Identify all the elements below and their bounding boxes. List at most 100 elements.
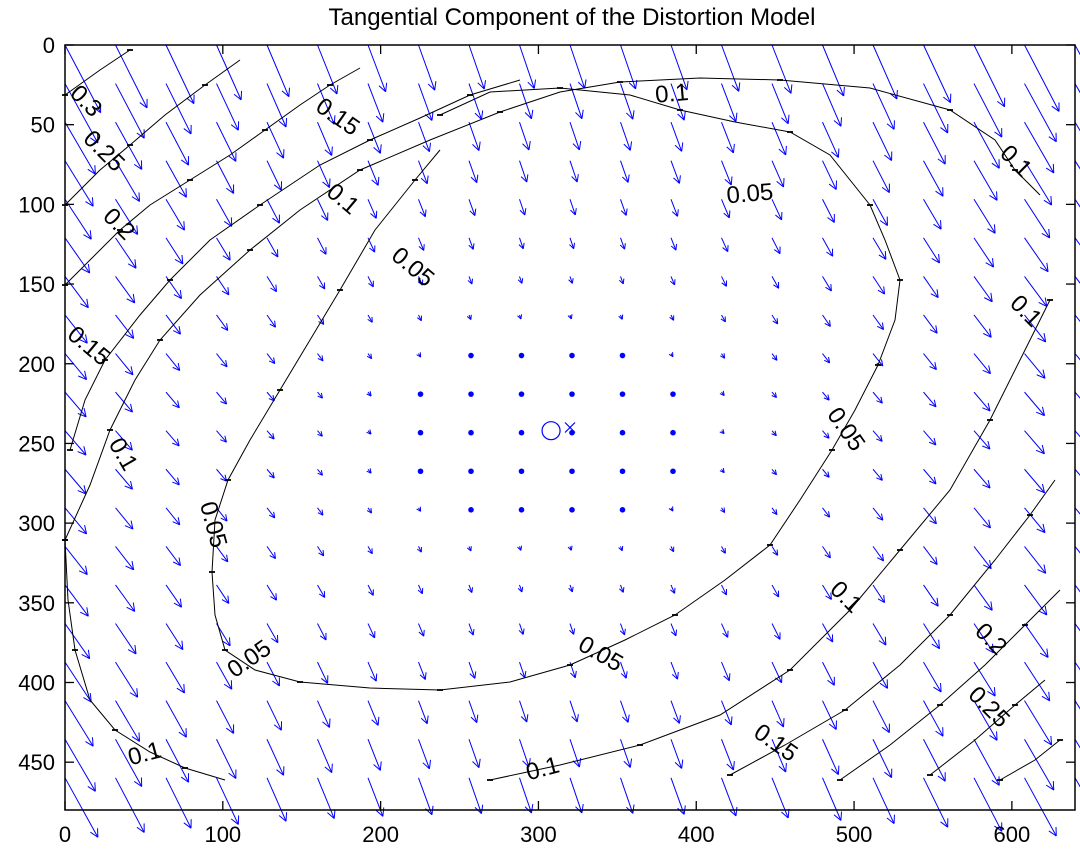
quiver-arrow: [923, 83, 949, 134]
quiver-arrow: [468, 44, 485, 90]
quiver-arrow: [923, 160, 944, 197]
quiver-arrowhead: [728, 809, 737, 817]
quiver-arrowhead: [424, 209, 427, 217]
quiver-arrow: [367, 546, 373, 554]
quiver-arrowhead: [476, 174, 479, 183]
quiver-arrowhead: [840, 811, 842, 821]
quiver-arrowhead: [87, 168, 96, 175]
quiver-arrow: [771, 353, 778, 361]
quiver-arrow: [519, 276, 523, 284]
quiver-arrow: [771, 391, 777, 398]
quiver-arrowhead: [584, 79, 587, 89]
quiver-arrowhead: [576, 174, 579, 183]
contour-label: 0.05: [725, 178, 774, 209]
quiver-arrow: [266, 777, 287, 822]
quiver-arrowhead: [467, 280, 473, 285]
quiver-arrowhead: [136, 688, 139, 698]
quiver-arrowhead: [940, 821, 948, 828]
quiver-arrow: [1024, 83, 1057, 142]
quiver-arrow: [418, 700, 428, 724]
quiver-arrow: [1024, 507, 1046, 533]
quiver-arrow: [721, 199, 730, 219]
quiver-arrowhead: [668, 353, 674, 358]
quiver-arrow: [115, 700, 140, 742]
quiver-arrowhead: [982, 484, 991, 489]
quiver-arrowhead: [827, 432, 830, 439]
contour-label: 0.05: [194, 499, 232, 551]
quiver-arrow: [64, 199, 92, 240]
quiver-dot: [670, 429, 676, 436]
quiver-arrow: [216, 391, 227, 405]
quiver-arrow: [771, 739, 787, 773]
quiver-dot: [619, 352, 626, 359]
quiver-arrowhead: [276, 769, 284, 776]
contour-label: 0.1: [125, 737, 164, 772]
contour-label: 0.15: [311, 93, 365, 142]
quiver-arrowhead: [1041, 406, 1046, 416]
quiver-dot: [468, 352, 474, 359]
quiver-arrow: [670, 661, 679, 680]
quiver-arrowhead: [124, 408, 133, 413]
quiver-arrow: [923, 623, 940, 649]
quiver-arrowhead: [681, 759, 684, 769]
quiver-arrowhead: [781, 811, 789, 819]
quiver-arrows: [64, 44, 1080, 838]
quiver-arrowhead: [940, 682, 942, 693]
quiver-arrow: [317, 739, 333, 773]
quiver-arrowhead: [420, 717, 428, 725]
quiver-arrowhead: [225, 359, 228, 367]
quiver-arrowhead: [575, 112, 583, 120]
quiver-arrowhead: [994, 131, 1003, 138]
quiver-arrowhead: [428, 759, 431, 769]
quiver-arrowhead: [880, 435, 883, 442]
quiver-arrowhead: [670, 280, 675, 286]
quiver-arrowhead: [930, 293, 939, 299]
quiver-arrowhead: [722, 390, 725, 396]
quiver-arrowhead: [721, 590, 727, 596]
quiver-arrowhead: [321, 355, 324, 361]
quiver-arrow: [115, 44, 148, 109]
quiver-arrowhead: [989, 195, 998, 201]
quiver-arrow: [822, 199, 835, 223]
quiver-arrowhead: [989, 328, 992, 338]
quiver-arrowhead: [477, 82, 485, 90]
quiver-arrowhead: [622, 716, 629, 723]
quiver-arrowhead: [288, 87, 290, 97]
quiver-arrow: [771, 507, 778, 515]
quiver-arrowhead: [883, 286, 886, 295]
quiver-arrowhead: [571, 278, 574, 284]
quiver-arrow: [367, 700, 379, 726]
quiver-arrowhead: [836, 89, 845, 97]
quiver-arrow: [216, 468, 227, 482]
quiver-arrowhead: [317, 433, 323, 437]
quiver-arrow: [1024, 738, 1055, 791]
quiver-arrowhead: [178, 557, 181, 566]
quiver-arrowhead: [827, 394, 830, 401]
quiver-arrowhead: [225, 187, 234, 194]
quiver-arrow: [266, 314, 276, 328]
quiver-arrow: [115, 199, 139, 235]
quiver-arrow: [1024, 661, 1051, 702]
quiver-arrow: [670, 237, 677, 251]
quiver-arrowhead: [469, 673, 476, 679]
quiver-arrow: [1024, 237, 1049, 273]
quiver-arrowhead: [228, 155, 237, 162]
quiver-arrow: [822, 430, 830, 439]
quiver-arrow: [418, 83, 433, 121]
quiver-arrowhead: [224, 435, 227, 443]
quiver-arrowhead: [366, 470, 372, 474]
plot-frame: [64, 44, 1076, 811]
contour-label: 0.1: [654, 79, 690, 109]
quiver-arrow: [115, 738, 143, 787]
contour-label: 0.05: [222, 635, 276, 684]
quiver-arrowhead: [124, 485, 133, 490]
quiver-arrowhead: [269, 323, 276, 328]
quiver-arrow: [317, 507, 324, 516]
contour-label: 0.1: [103, 433, 143, 475]
quiver-arrowhead: [375, 115, 384, 123]
quiver-arrow: [1074, 430, 1080, 438]
quiver-arrowhead: [994, 825, 1003, 832]
quiver-arrowhead: [1036, 488, 1045, 494]
quiver-arrow: [872, 546, 884, 562]
quiver-arrow: [165, 661, 185, 694]
